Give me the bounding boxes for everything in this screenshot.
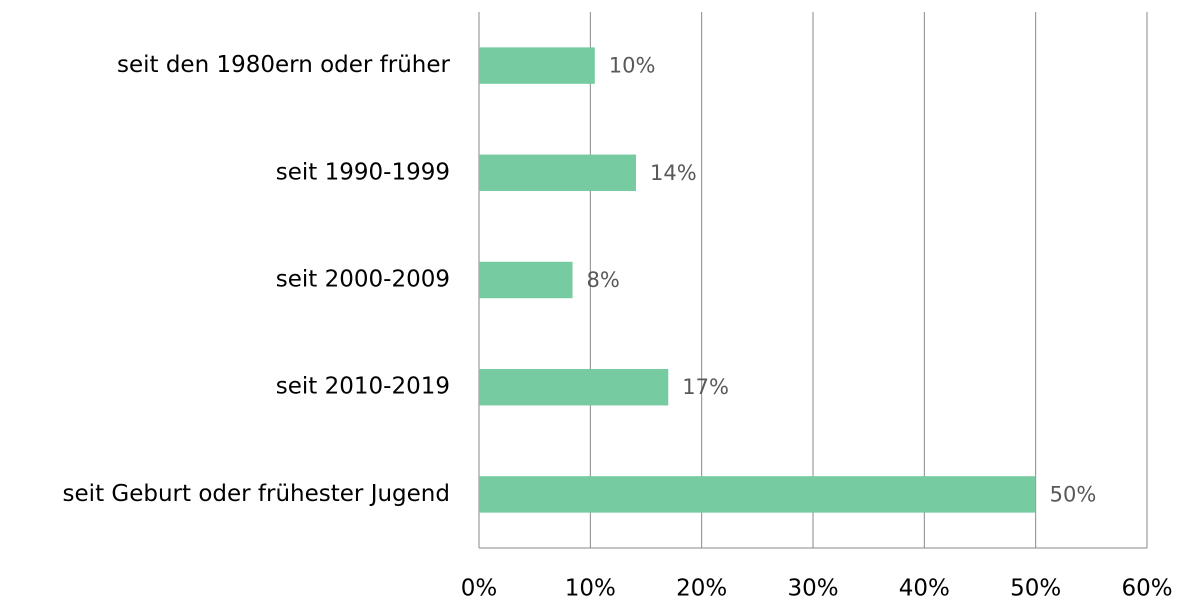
value-label: 17%	[682, 375, 729, 399]
value-label: 14%	[650, 161, 697, 185]
x-tick-label: 10%	[565, 576, 616, 602]
value-label: 50%	[1050, 482, 1097, 506]
category-label: seit den 1980ern oder früher	[117, 52, 451, 78]
bar	[479, 476, 1036, 513]
value-label: 8%	[587, 268, 620, 292]
category-label: seit 2000-2009	[276, 267, 450, 293]
bar	[479, 368, 669, 406]
category-label: seit 1990-1999	[276, 159, 450, 185]
bar	[479, 261, 573, 299]
category-label: seit Geburt oder frühester Jugend	[63, 481, 450, 507]
value-label: 10%	[609, 54, 656, 78]
x-tick-label: 50%	[1010, 576, 1061, 602]
x-tick-label: 40%	[899, 576, 950, 602]
bar	[479, 47, 595, 84]
x-tick-label: 0%	[461, 576, 498, 602]
category-label: seit 2010-2019	[276, 374, 450, 400]
bar	[479, 154, 636, 192]
x-tick-label: 60%	[1121, 576, 1172, 602]
x-tick-label: 20%	[676, 576, 727, 602]
x-tick-label: 30%	[787, 576, 838, 602]
